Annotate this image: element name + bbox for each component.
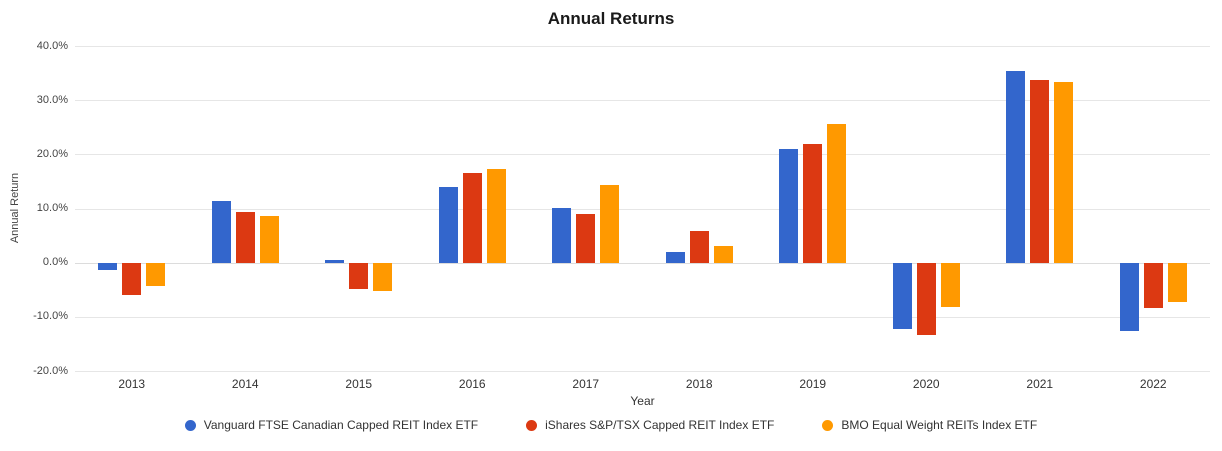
gridline-0 [75,262,1210,264]
bar-2019-series-1[interactable] [803,144,823,263]
x-axis-tick-labels: 2013 2014 2015 2016 2017 2018 2019 2020 2021 2022 [75,377,1210,391]
bar-group-2016 [438,46,506,371]
legend-item-2: BMO Equal Weight REITs Index ETF [822,418,1037,432]
y-tick-label: 20.0% [36,147,68,160]
legend-label: BMO Equal Weight REITs Index ETF [841,418,1038,432]
x-tick-label-2018: 2018 [685,377,713,391]
bar-2017-series-1[interactable] [576,213,596,263]
bar-2022-series-2[interactable] [1167,262,1187,302]
bar-group-2017 [552,46,620,371]
x-tick-label-2016: 2016 [458,377,486,391]
legend-swatch-icon [526,419,538,431]
bar-2016-series-1[interactable] [462,173,482,263]
bar-group-2015 [325,46,393,371]
bar-2018-series-0[interactable] [665,252,685,263]
bar-2018-series-2[interactable] [713,245,733,263]
bar-2015-series-1[interactable] [349,262,369,290]
bar-group-2020 [892,46,960,371]
x-tick-label-2014: 2014 [231,377,259,391]
bar-2013-series-0[interactable] [98,262,118,270]
legend-swatch-icon [184,419,196,431]
bar-2021-series-0[interactable] [1006,70,1026,263]
bar-2022-series-1[interactable] [1143,262,1163,308]
x-tick-label-2015: 2015 [345,377,373,391]
bar-2014-series-2[interactable] [259,216,279,263]
bar-2015-series-0[interactable] [325,260,345,263]
bar-2021-series-1[interactable] [1030,79,1050,263]
y-axis-tick-labels: 40.0% 30.0% 20.0% 10.0% 0.0% -10.0% -20.0% [0,40,68,377]
chart-legend: Vanguard FTSE Canadian Capped REIT Index… [0,418,1222,432]
bar-2013-series-1[interactable] [122,262,142,295]
bar-group-2019 [779,46,847,371]
bar-2014-series-1[interactable] [235,212,255,263]
bar-2018-series-1[interactable] [689,231,709,263]
bar-2016-series-2[interactable] [486,169,506,263]
bar-2020-series-0[interactable] [892,262,912,329]
x-axis-title: Year [630,394,655,408]
gridline-30 [75,100,1210,102]
bar-2019-series-0[interactable] [779,148,799,263]
bar-group-2018 [665,46,733,371]
chart-title: Annual Returns [547,9,675,28]
legend-label: Vanguard FTSE Canadian Capped REIT Index… [203,418,479,432]
y-tick-label: 10.0% [36,202,68,214]
bar-2022-series-0[interactable] [1119,262,1139,332]
bar-2017-series-0[interactable] [552,208,572,263]
x-tick-label-2013: 2013 [118,377,146,391]
bar-group-2013 [98,46,166,371]
y-tick-label: -10.0% [33,310,68,323]
y-tick-label: -20.0% [33,364,68,377]
x-tick-label-2019: 2019 [799,377,827,391]
legend-item-0: Vanguard FTSE Canadian Capped REIT Index… [184,418,479,432]
bar-group-2022 [1119,46,1187,371]
legend-swatch-icon [822,419,834,431]
gridline-40 [75,46,1210,47]
bar-2016-series-0[interactable] [438,187,458,263]
y-tick-label: 0.0% [42,256,68,269]
bar-2013-series-2[interactable] [146,262,166,287]
x-tick-label-2021: 2021 [1026,377,1054,391]
gridline--20 [75,371,1210,372]
bar-2019-series-2[interactable] [827,124,847,263]
bar-group-2014 [211,46,279,371]
gridline--10 [75,316,1210,318]
bar-2021-series-2[interactable] [1054,81,1074,263]
x-tick-label-2022: 2022 [1139,377,1167,391]
plot-area [75,46,1210,372]
gridline-20 [75,154,1210,156]
bar-group-2021 [1006,46,1074,371]
bar-2020-series-2[interactable] [940,262,960,308]
bar-2017-series-2[interactable] [600,184,620,263]
y-tick-label: 40.0% [36,39,68,52]
x-tick-label-2017: 2017 [572,377,600,391]
legend-label: iShares S&P/TSX Capped REIT Index ETF [545,418,775,432]
gridline-10 [75,208,1210,210]
x-tick-label-2020: 2020 [912,377,940,391]
bar-2020-series-1[interactable] [916,262,936,336]
y-tick-label: 30.0% [36,93,68,106]
bar-2015-series-2[interactable] [373,262,393,291]
legend-item-1: iShares S&P/TSX Capped REIT Index ETF [526,418,774,432]
bar-2014-series-0[interactable] [211,200,231,263]
